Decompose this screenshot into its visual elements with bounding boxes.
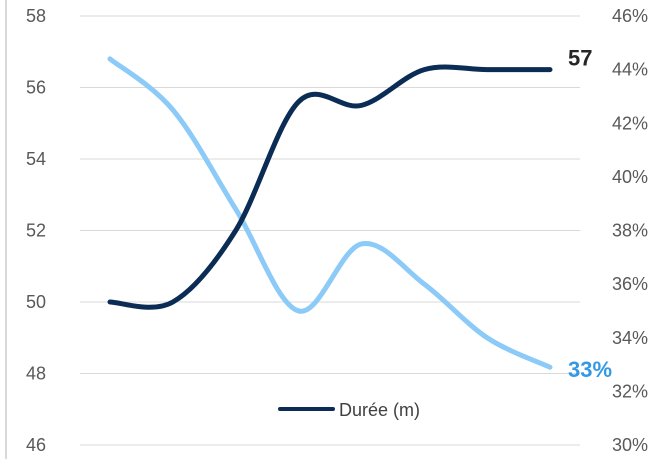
right-tick-label: 36% xyxy=(612,274,648,294)
left-axis-ticks: 46 48 50 52 54 56 58 xyxy=(26,6,46,455)
right-tick-label: 44% xyxy=(612,60,648,80)
left-tick-label: 46 xyxy=(26,435,46,455)
right-axis-ticks: 30% 32% 34% 36% 38% 40% 42% 44% 46% xyxy=(612,6,648,455)
left-tick-label: 56 xyxy=(26,78,46,98)
legend-label: Durée (m) xyxy=(339,400,420,420)
left-tick-label: 54 xyxy=(26,149,46,169)
right-tick-label: 42% xyxy=(612,113,648,133)
left-tick-label: 58 xyxy=(26,6,46,26)
left-tick-label: 52 xyxy=(26,221,46,241)
right-tick-label: 30% xyxy=(612,435,648,455)
left-tick-label: 50 xyxy=(26,292,46,312)
gridlines xyxy=(80,15,580,446)
end-label-0: 57 xyxy=(568,46,592,71)
right-tick-label: 32% xyxy=(612,381,648,401)
end-label-1: 33% xyxy=(568,357,612,382)
series-lines xyxy=(107,56,553,370)
right-tick-label: 46% xyxy=(612,6,648,26)
left-tick-label: 48 xyxy=(26,364,46,384)
right-tick-label: 38% xyxy=(612,221,648,241)
right-tick-label: 34% xyxy=(612,328,648,348)
legend[interactable]: Durée (m) xyxy=(278,400,420,420)
right-tick-label: 40% xyxy=(612,167,648,187)
series-line-1 xyxy=(107,56,553,370)
end-labels: 33% 57 xyxy=(568,46,612,383)
series-line-0 xyxy=(107,64,553,310)
